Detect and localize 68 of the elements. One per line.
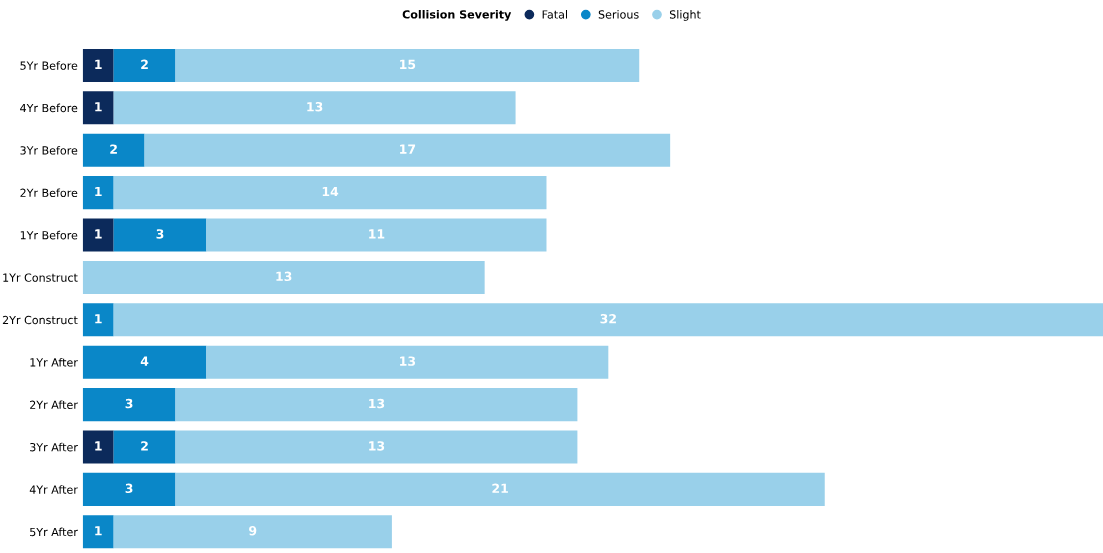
data-label: 13 [307, 102, 323, 112]
legend-label: Serious [598, 10, 639, 19]
data-label: 1 [95, 186, 102, 197]
data-label: 15 [400, 59, 416, 70]
data-label: 13 [276, 271, 292, 282]
bar [82, 176, 114, 210]
y-tick-label: 4Yr Before [20, 103, 78, 113]
bar [82, 345, 207, 379]
data-label: 2 [141, 441, 148, 451]
y-tick-label: 1Yr Before [20, 230, 78, 240]
bar [82, 218, 114, 252]
bar [113, 91, 516, 125]
data-label: 3 [125, 398, 133, 409]
y-tick-label: 3Yr Before [20, 146, 78, 155]
bar [82, 515, 114, 549]
data-label: 1 [95, 102, 102, 112]
y-tick-label: 1Yr After [30, 357, 78, 367]
bar [206, 345, 609, 379]
bar [144, 133, 671, 167]
data-label: 11 [369, 229, 385, 239]
legend-label: Fatal [542, 10, 567, 19]
bar [113, 303, 1103, 337]
bar [113, 218, 207, 252]
bar [82, 388, 176, 422]
bar [175, 48, 640, 82]
bar [82, 472, 176, 506]
bar [82, 91, 114, 125]
data-label: 14 [322, 186, 339, 197]
legend-title: Collision Severity [402, 10, 512, 21]
bar [113, 48, 176, 82]
bar [82, 430, 114, 464]
bar [113, 176, 547, 210]
data-label: 3 [125, 483, 133, 494]
data-label: 1 [95, 526, 102, 536]
y-tick-label: 1Yr Construct [3, 273, 78, 282]
bar [82, 303, 114, 337]
bar [206, 218, 547, 252]
data-label: 1 [95, 229, 102, 239]
data-label: 4 [140, 356, 149, 366]
data-label: 21 [492, 483, 508, 493]
y-tick-label: 4Yr After [29, 485, 78, 494]
bar [82, 260, 485, 294]
data-label: 13 [369, 441, 385, 451]
bar [175, 388, 578, 422]
data-label: 32 [600, 313, 616, 324]
data-label: 1 [95, 314, 102, 324]
data-label: 17 [400, 144, 416, 154]
data-label: 13 [369, 398, 385, 409]
bar [82, 48, 114, 82]
bar [175, 472, 825, 506]
y-tick-label: 3Yr After [30, 442, 78, 452]
data-label: 1 [95, 59, 102, 69]
data-label: 3 [156, 229, 164, 239]
legend-label: Slight [669, 10, 701, 21]
y-tick-label: 2Yr After [30, 400, 78, 409]
bar [113, 515, 392, 549]
y-tick-label: 2Yr Construct [2, 315, 78, 325]
bar [175, 430, 578, 464]
data-label: 9 [249, 525, 257, 536]
data-label: 1 [95, 441, 102, 451]
data-label: 2 [141, 59, 148, 69]
y-tick-label: 2Yr Before [20, 188, 78, 198]
data-label: 2 [110, 144, 117, 154]
data-label: 13 [400, 356, 416, 366]
bar [113, 430, 176, 464]
bar [82, 133, 145, 167]
y-tick-label: 5Yr After [30, 527, 78, 537]
y-tick-label: 5Yr Before [20, 61, 78, 70]
